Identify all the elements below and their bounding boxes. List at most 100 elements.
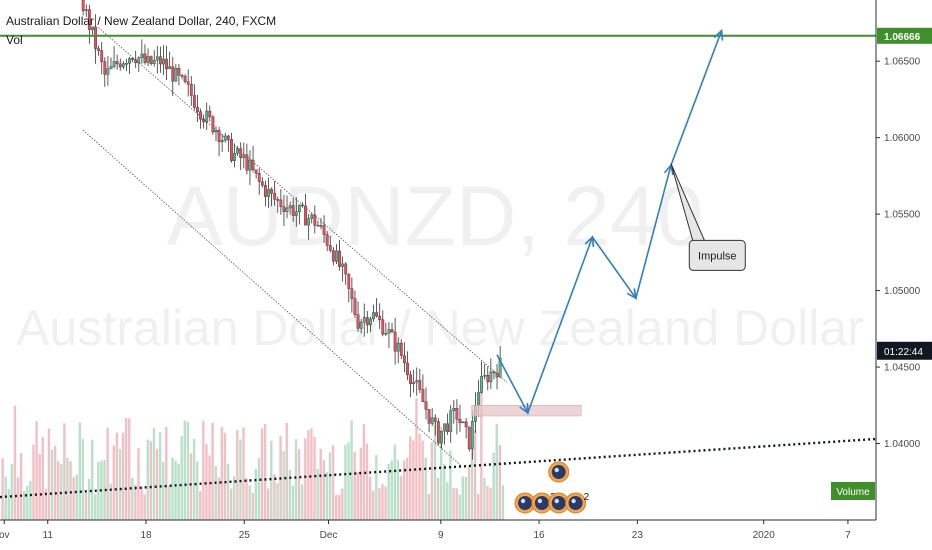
price-axis[interactable]: 1.04000 1.04500 1.05000 1.05500 1.06000 1.065… <box>875 0 932 520</box>
candle-body[interactable] <box>189 84 193 96</box>
candle-body[interactable] <box>372 312 375 320</box>
candle-body[interactable] <box>171 66 175 82</box>
candle-body[interactable] <box>205 110 209 123</box>
candle-body[interactable] <box>461 421 465 424</box>
candle-body[interactable] <box>415 380 419 383</box>
candle-body[interactable] <box>449 410 453 432</box>
candle-body[interactable] <box>125 63 128 65</box>
candle-body[interactable] <box>378 315 382 320</box>
candle-body[interactable] <box>87 9 91 30</box>
drawings[interactable]: Impulse Volume <box>0 28 877 500</box>
candle-body[interactable] <box>412 381 416 385</box>
candle-body[interactable] <box>174 68 178 82</box>
candle-body[interactable] <box>267 189 270 197</box>
candle-body[interactable] <box>436 421 440 444</box>
candle-body[interactable] <box>356 314 360 329</box>
candle-body[interactable] <box>226 135 230 140</box>
candle-body[interactable] <box>264 185 267 197</box>
candle-body[interactable] <box>143 53 147 63</box>
candle-body[interactable] <box>239 148 243 159</box>
candle-body[interactable] <box>362 317 366 323</box>
candle-body[interactable] <box>319 225 323 227</box>
candle-body[interactable] <box>458 419 462 424</box>
candle-body[interactable] <box>489 371 493 383</box>
candle-body[interactable] <box>183 75 187 82</box>
candle-body[interactable] <box>310 214 314 219</box>
candle-body[interactable] <box>375 312 378 317</box>
candle-body[interactable] <box>477 392 480 406</box>
candle-body[interactable] <box>495 372 499 378</box>
candle-body[interactable] <box>421 389 425 402</box>
candle-body[interactable] <box>230 139 233 162</box>
candle-body[interactable] <box>483 375 487 377</box>
candle-body[interactable] <box>393 331 397 352</box>
candle-body[interactable] <box>97 48 101 51</box>
candle-body[interactable] <box>424 401 428 410</box>
candle-body[interactable] <box>91 26 94 30</box>
candle-body[interactable] <box>498 358 502 378</box>
candle-body[interactable] <box>328 245 332 251</box>
candle-body[interactable] <box>199 111 202 120</box>
support-trendline[interactable] <box>0 437 877 499</box>
candle-body[interactable] <box>220 140 224 143</box>
candle-body[interactable] <box>149 56 153 64</box>
candle-body[interactable] <box>211 116 215 133</box>
candle-body[interactable] <box>396 342 400 352</box>
candle-body[interactable] <box>446 423 450 432</box>
candle-body[interactable] <box>443 423 446 432</box>
candle-body[interactable] <box>186 81 190 85</box>
candle-body[interactable] <box>335 250 338 262</box>
candle-body[interactable] <box>427 409 431 424</box>
candle-body[interactable] <box>350 288 354 299</box>
candle-body[interactable] <box>134 59 138 64</box>
candle-body[interactable] <box>406 362 409 376</box>
candle-body[interactable] <box>202 119 206 123</box>
candle-body[interactable] <box>276 199 280 201</box>
candle-body[interactable] <box>390 329 394 333</box>
candle-body[interactable] <box>118 63 122 68</box>
candle-body[interactable] <box>359 321 363 329</box>
candle-body[interactable] <box>288 205 292 209</box>
candle-body[interactable] <box>353 298 357 315</box>
candle-body[interactable] <box>291 205 295 216</box>
candle-body[interactable] <box>322 225 326 235</box>
candle-body[interactable] <box>248 159 252 171</box>
candle-body[interactable] <box>307 218 311 226</box>
candle-body[interactable] <box>301 204 304 207</box>
candle-body[interactable] <box>399 342 403 356</box>
candle-body[interactable] <box>115 61 119 65</box>
candle-body[interactable] <box>233 152 236 162</box>
projection-path[interactable] <box>496 30 723 415</box>
time-axis[interactable]: ov 11 18 25 Dec 9 16 23 2020 7 <box>0 519 932 550</box>
candle-body[interactable] <box>452 408 456 411</box>
candle-body[interactable] <box>294 211 298 216</box>
candle-body[interactable] <box>344 263 348 275</box>
candle-body[interactable] <box>365 317 369 326</box>
candle-body[interactable] <box>273 192 277 200</box>
candle-body[interactable] <box>325 234 329 246</box>
candle-body[interactable] <box>81 0 85 12</box>
candle-body[interactable] <box>409 374 412 385</box>
candle-body[interactable] <box>146 56 150 63</box>
candle-body[interactable] <box>331 250 335 262</box>
candle-body[interactable] <box>464 421 468 428</box>
candle-body[interactable] <box>196 107 199 112</box>
event-badges[interactable]: 22 <box>514 461 590 514</box>
candle-body[interactable] <box>486 375 490 383</box>
candle-body[interactable] <box>245 154 249 171</box>
candle-body[interactable] <box>279 199 283 207</box>
candle-body[interactable] <box>313 214 317 226</box>
candle-body[interactable] <box>384 333 388 335</box>
candle-body[interactable] <box>467 426 471 450</box>
candle-body[interactable] <box>140 53 144 58</box>
candle-body[interactable] <box>470 421 474 450</box>
candle-body[interactable] <box>418 380 422 390</box>
candle-body[interactable] <box>369 318 372 326</box>
candle-body[interactable] <box>223 135 227 141</box>
candle-body[interactable] <box>251 159 255 170</box>
candle-body[interactable] <box>94 26 97 49</box>
candle-body[interactable] <box>338 250 341 267</box>
candle-body[interactable] <box>387 329 391 334</box>
callout-box[interactable] <box>688 239 746 271</box>
